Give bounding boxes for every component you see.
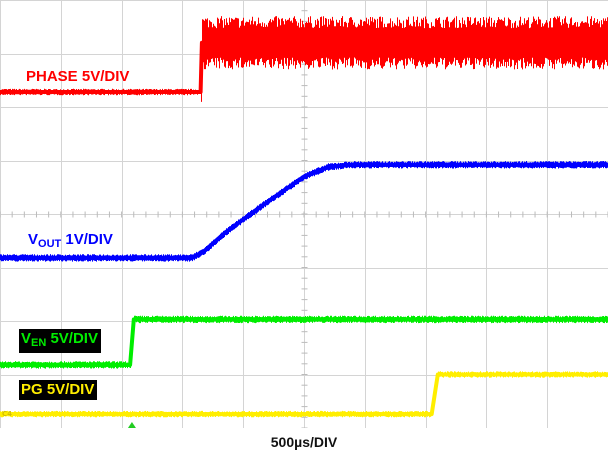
- vout-label-main: V: [28, 231, 39, 248]
- trace-phase-5v-div: [0, 16, 608, 102]
- vout-label-subscript: OUT: [38, 238, 62, 250]
- vout-trace-label: VOUT 1V/DIV: [28, 231, 113, 253]
- trace-pg-5v-div: [0, 371, 608, 418]
- ven-trace-label: VEN 5V/DIV: [19, 329, 101, 353]
- trace-noise: [0, 371, 608, 418]
- marker-layer: [127, 422, 136, 428]
- trace-layer: [0, 16, 608, 418]
- channel-3-marker: C3: [2, 360, 13, 369]
- phase-label-text: PHASE 5V/DIV: [26, 68, 130, 85]
- trace-noise: [0, 16, 608, 102]
- ven-label-main: V: [21, 330, 32, 347]
- trace-vout-1v-div: [0, 161, 608, 262]
- trace-ven-5v-div: [0, 315, 608, 369]
- vout-label-scale: 1V/DIV: [61, 231, 113, 248]
- pg-trace-label: PG 5V/DIV: [19, 380, 98, 400]
- trace-noise: [0, 315, 608, 369]
- oscilloscope-plot: [0, 0, 608, 428]
- x-axis-label: 500µs/DIV: [270, 434, 338, 450]
- ven-label-subscript: EN: [31, 337, 47, 349]
- phase-trace-label: PHASE 5V/DIV: [26, 68, 129, 86]
- trigger-marker: [127, 422, 136, 428]
- ven-label-scale: 5V/DIV: [46, 330, 98, 347]
- channel-4-marker: C4: [2, 410, 13, 419]
- trace-noise: [0, 161, 608, 262]
- channel-2-marker: C2: [2, 253, 13, 262]
- channel-1-marker: C1: [2, 88, 13, 97]
- pg-label-text: PG 5V/DIV: [21, 381, 95, 398]
